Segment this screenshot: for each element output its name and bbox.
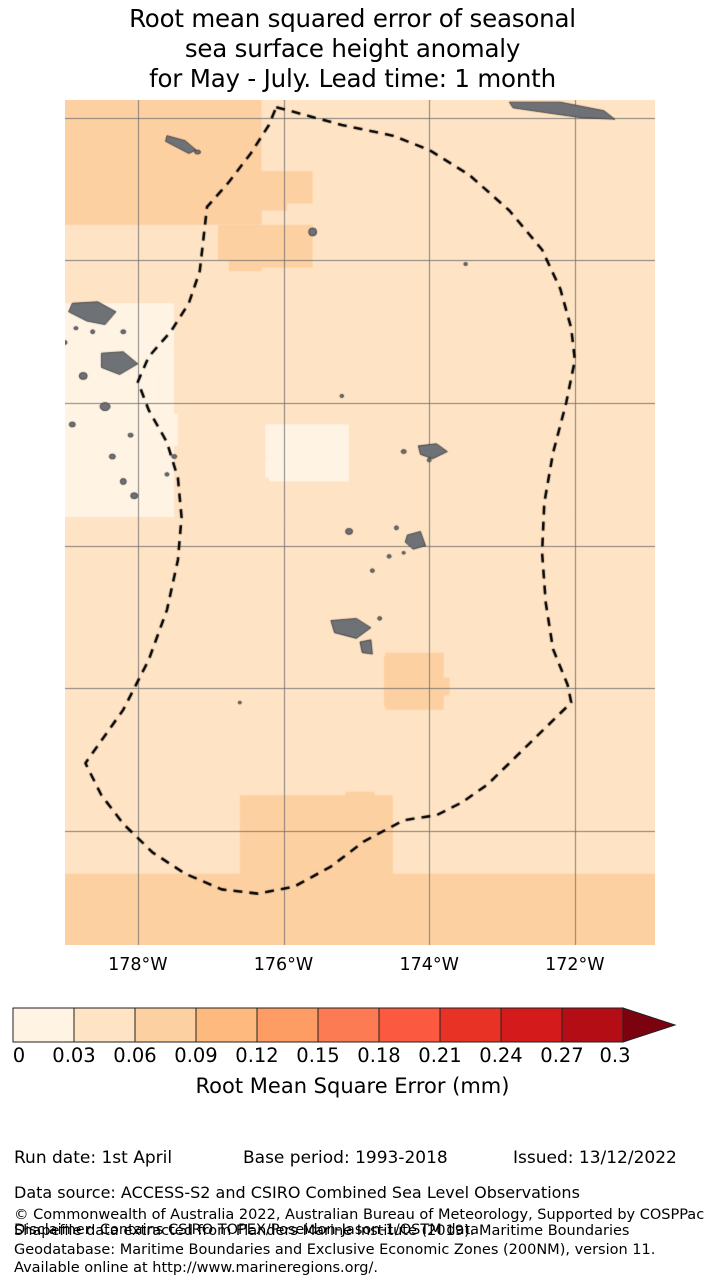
colorbar-band-4 [256, 1007, 319, 1043]
colorbar-tick-5: 0.15 [296, 1044, 340, 1067]
colorbar-band-9 [561, 1007, 624, 1043]
shapefile-attribution-text: Shapefile data extracted from Flanders M… [14, 1223, 656, 1276]
colorbar-band-2 [134, 1007, 197, 1043]
colorbar-swatches [12, 1007, 677, 1043]
colorbar-band-7 [439, 1007, 502, 1043]
title-line-1: Root mean squared error of seasonal [129, 4, 576, 33]
colorbar-axis-label: Root Mean Square Error (mm) [195, 1074, 510, 1098]
disclaimer-text: Disclaimer: Contains CSIRO TOPEX/Poseido… [14, 1222, 480, 1238]
colorbar-tick-7: 0.21 [418, 1044, 462, 1067]
colorbar-tick-0: 0 [12, 1044, 26, 1067]
colorbar-tick-4: 0.12 [235, 1044, 279, 1067]
run-date-text: Run date: 1st April [14, 1148, 173, 1168]
colorbar-band-1 [73, 1007, 136, 1043]
base-period-text: Base period: 1993-2018 [243, 1148, 448, 1168]
page-title: Root mean squared error of seasonal sea … [0, 4, 705, 94]
colorbar-band-5 [317, 1007, 380, 1043]
x-axis-tick-1: 176°W [253, 955, 314, 975]
copyright-text: © Commonwealth of Australia 2022, Austra… [14, 1207, 705, 1223]
colorbar-tick-8: 0.24 [479, 1044, 523, 1067]
x-axis-tick-3: 172°W [545, 955, 605, 975]
colorbar-band-6 [378, 1007, 441, 1043]
data-source-text: Data source: ACCESS-S2 and CSIRO Combine… [14, 1183, 580, 1202]
title-line-3: for May - July. Lead time: 1 month [149, 64, 556, 93]
colorbar: Root Mean Square Error (mm) 0 0.03 0.06 0.0… [0, 1004, 705, 1104]
issued-date-text: Issued: 13/12/2022 [513, 1148, 677, 1168]
colorbar-extend-arrow [622, 1007, 677, 1043]
map-plot-area [65, 100, 655, 945]
colorbar-tick-10: 0.3 [599, 1044, 631, 1067]
colorbar-tick-9: 0.27 [540, 1044, 584, 1067]
colorbar-band-8 [500, 1007, 563, 1043]
rmse-heatmap-canvas [65, 100, 655, 945]
x-axis-tick-0: 178°W [108, 955, 168, 975]
colorbar-tick-3: 0.09 [174, 1044, 218, 1067]
colorbar-tick-6: 0.18 [357, 1044, 401, 1067]
colorbar-band-0 [12, 1007, 75, 1043]
metadata-row: Run date: 1st April Base period: 1993-20… [0, 1148, 705, 1174]
colorbar-tick-2: 0.06 [113, 1044, 157, 1067]
title-line-2: sea surface height anomaly [184, 34, 521, 63]
colorbar-band-3 [195, 1007, 258, 1043]
x-axis-tick-2: 174°W [399, 955, 459, 975]
colorbar-tick-1: 0.03 [52, 1044, 96, 1067]
